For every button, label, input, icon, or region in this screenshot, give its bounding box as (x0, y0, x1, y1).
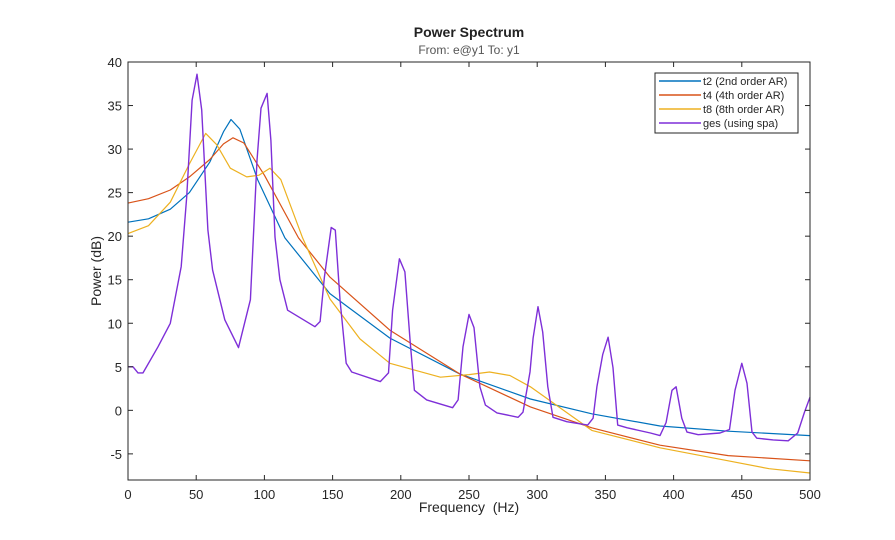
legend: t2 (2nd order AR) t4 (4th order AR) t8 (8t… (654, 72, 799, 134)
plot-lines (127, 73, 811, 474)
x-tick-label: 0 (124, 487, 131, 502)
y-tick-label: 5 (115, 360, 122, 375)
legend-label: t2 (2nd order AR) (703, 76, 787, 88)
x-tick-label: 500 (799, 487, 821, 502)
x-tick-label: 450 (731, 487, 753, 502)
chart-title: Power Spectrum (414, 24, 524, 40)
chart-subtitle: From: e@y1 To: y1 (418, 43, 520, 57)
series-line-4 (128, 73, 811, 442)
x-tick-label: 350 (595, 487, 617, 502)
x-tick-label: 300 (526, 487, 548, 502)
series-line-1 (127, 118, 811, 437)
x-tick-label: 250 (458, 487, 480, 502)
y-tick-label: -5 (110, 447, 122, 462)
axis-ticks: 0 50 100 150 200 250 300 350 400 450 500 -5 0 5 10 15 20… (108, 55, 821, 502)
x-tick-label: 150 (322, 487, 344, 502)
legend-label: t8 (8th order AR) (703, 104, 784, 116)
y-tick-label: 20 (108, 229, 122, 244)
x-tick-label: 50 (189, 487, 203, 502)
series-line-3 (127, 132, 811, 474)
x-tick-label: 400 (663, 487, 685, 502)
legend-label: t4 (4th order AR) (703, 90, 784, 102)
y-tick-label: 25 (108, 186, 122, 201)
y-tick-label: 15 (108, 273, 122, 288)
series-line-2 (127, 137, 811, 462)
x-tick-label: 200 (390, 487, 412, 502)
y-tick-label: 0 (115, 403, 122, 418)
x-axis-label: Frequency (Hz) (419, 499, 519, 515)
y-tick-label: 30 (108, 142, 122, 157)
legend-label: ges (using spa) (703, 118, 778, 130)
y-axis-label: Power (dB) (88, 236, 104, 306)
x-tick-label: 100 (254, 487, 276, 502)
y-tick-label: 10 (108, 316, 122, 331)
y-tick-label: 40 (108, 55, 122, 70)
y-tick-label: 35 (108, 99, 122, 114)
